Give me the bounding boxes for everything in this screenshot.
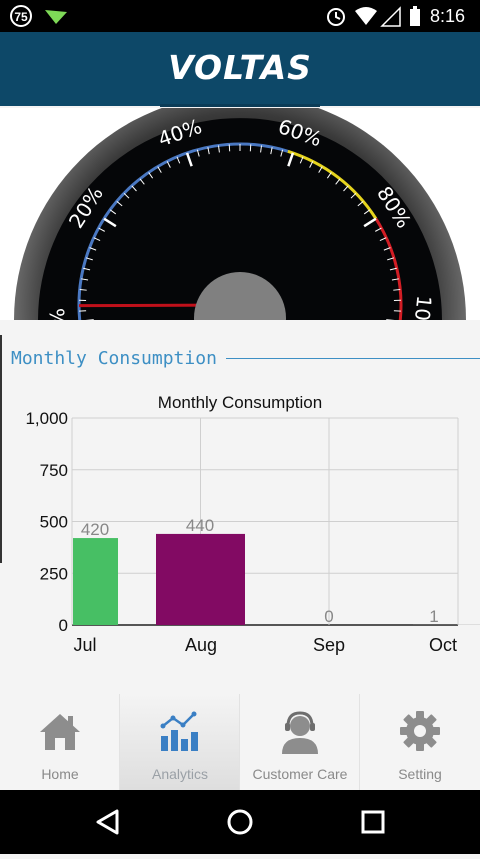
nav-setting[interactable]: Setting [360,694,480,790]
nav-customer-care[interactable]: Customer Care [240,694,360,790]
nav-customer-care-label: Customer Care [240,766,360,782]
customer-care-icon [278,710,322,754]
wifi-arrow-icon [45,10,67,24]
section-divider [226,358,480,359]
chart-title: Monthly Consumption [158,393,322,412]
chart-canvas: Monthly Consumption 0 250 500 750 1,000 Jul A… [0,385,480,685]
consumption-gauge: 0%20%40%60%80%100% [0,108,480,320]
x-tick-label: Sep [313,635,345,655]
bar-value-label: 420 [81,520,109,539]
home-button-icon[interactable] [229,811,251,833]
chart-bar [156,534,245,625]
brand-logo: VOLTAS [0,48,480,87]
home-icon [38,710,82,754]
x-tick-label: Jul [73,635,96,655]
signal-icon [382,8,400,26]
back-icon[interactable] [98,811,117,833]
bar-value-label: 0 [324,607,333,626]
nav-home[interactable]: Home [0,694,120,790]
y-tick-label: 250 [40,564,68,583]
y-tick-label: 500 [40,513,68,532]
recents-icon[interactable] [363,812,383,832]
gauge-tick [393,290,400,291]
gauge-dial: 0%20%40%60%80%100% [0,108,480,320]
y-tick-label: 1,000 [25,409,68,428]
wifi-icon [355,7,377,25]
nav-home-label: Home [0,766,120,782]
system-nav-bar [0,790,480,854]
y-tick-label: 0 [59,616,68,635]
bar-value-label: 440 [186,516,214,535]
gauge-tick [80,290,87,291]
nav-setting-label: Setting [360,766,480,782]
x-tick-label: Aug [185,635,217,655]
y-tick-label: 750 [40,461,68,480]
nav-analytics-label: Analytics [120,766,240,782]
section-title: Monthly Consumption [11,348,217,369]
nav-analytics[interactable]: Analytics [120,694,240,790]
analytics-icon [158,710,202,754]
bottom-nav: Home Analytics Customer Care [0,694,480,790]
x-tick-label: Oct [429,635,457,655]
notification-badge-count: 75 [14,10,28,24]
battery-icon [410,9,420,26]
gear-icon [398,710,442,754]
header-underline [160,104,320,107]
status-time: 8:16 [430,6,465,27]
status-icons: 75 [0,0,480,32]
bar-value-label: 1 [429,607,438,626]
status-bar: 75 8:16 [0,0,480,32]
monthly-consumption-chart: Monthly Consumption 0 250 500 750 1,000 Jul A… [0,385,480,685]
chart-bar [73,538,118,625]
